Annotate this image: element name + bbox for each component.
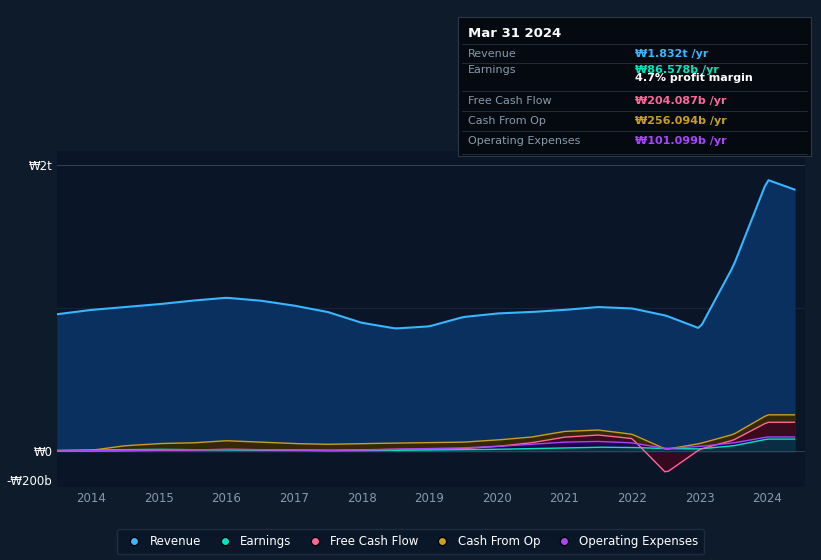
Text: 4.7% profit margin: 4.7% profit margin	[635, 73, 752, 83]
Text: ₩86.578b /yr: ₩86.578b /yr	[635, 66, 718, 76]
Text: Revenue: Revenue	[468, 49, 516, 58]
Text: Operating Expenses: Operating Expenses	[468, 136, 580, 146]
Text: ₩1.832t /yr: ₩1.832t /yr	[635, 49, 708, 58]
Text: Cash From Op: Cash From Op	[468, 116, 546, 126]
Text: ₩204.087b /yr: ₩204.087b /yr	[635, 96, 726, 106]
Text: ₩256.094b /yr: ₩256.094b /yr	[635, 116, 727, 126]
Text: Earnings: Earnings	[468, 66, 516, 76]
Text: ₩101.099b /yr: ₩101.099b /yr	[635, 136, 727, 146]
Text: Mar 31 2024: Mar 31 2024	[468, 27, 562, 40]
Text: Free Cash Flow: Free Cash Flow	[468, 96, 552, 106]
Legend: Revenue, Earnings, Free Cash Flow, Cash From Op, Operating Expenses: Revenue, Earnings, Free Cash Flow, Cash …	[117, 529, 704, 554]
